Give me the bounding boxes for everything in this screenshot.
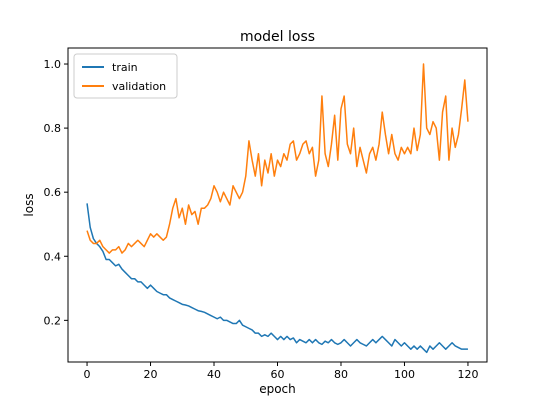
x-tick-label: 60	[271, 368, 285, 381]
y-tick-label: 0.6	[44, 186, 62, 199]
x-tick-label: 120	[457, 368, 478, 381]
chart-title: model loss	[240, 29, 315, 45]
x-tick-label: 20	[144, 368, 158, 381]
y-axis-label: loss	[22, 193, 36, 216]
x-axis-label: epoch	[259, 382, 296, 396]
y-tick-label: 0.2	[44, 314, 62, 327]
x-tick-label: 80	[334, 368, 348, 381]
plot-area: 0 20 40 60 80 100 120 0.2 0.4 0.6 0.8 1.0	[44, 47, 488, 381]
legend-label-validation: validation	[112, 80, 166, 93]
y-tick-label: 1.0	[44, 58, 62, 71]
series-line-train	[86, 203, 468, 354]
x-tick-label: 100	[394, 368, 415, 381]
legend: train validation	[73, 53, 178, 99]
series-line-validation	[86, 63, 469, 254]
x-tick-label: 40	[207, 368, 221, 381]
legend-label-train: train	[112, 61, 138, 74]
y-tick-label: 0.4	[44, 250, 62, 263]
y-tick-label: 0.8	[44, 122, 62, 135]
x-tick-label: 0	[84, 368, 91, 381]
